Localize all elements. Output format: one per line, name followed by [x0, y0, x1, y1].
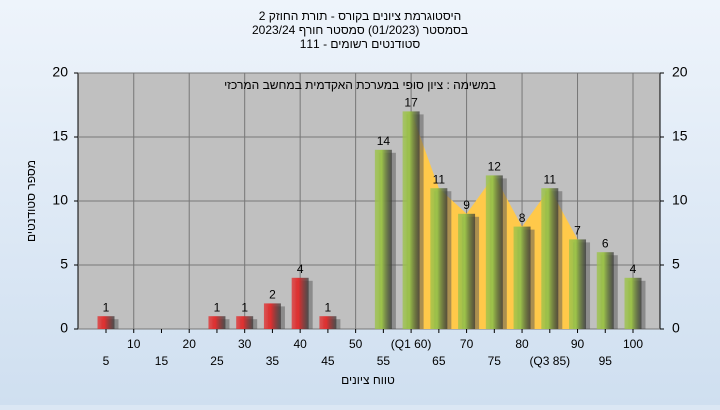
value-label: 1: [325, 300, 332, 314]
bar: [402, 111, 420, 330]
bar: [569, 239, 587, 329]
x-tick-label: 95: [599, 354, 613, 368]
value-label: 12: [488, 160, 502, 174]
x-tick-label: 40: [293, 337, 307, 351]
y-tick-label: 15: [52, 128, 68, 144]
value-label: 1: [214, 300, 221, 314]
value-label: 14: [377, 134, 391, 148]
x-tick-label: 30: [238, 337, 252, 351]
chart-title: סטודנטים רשומים - 111: [300, 37, 421, 51]
bar: [236, 316, 254, 329]
x-tick-label: 15: [155, 354, 169, 368]
value-label: 17: [404, 96, 418, 110]
x-tick-label: 80: [515, 337, 529, 351]
bar: [208, 316, 226, 329]
y2-tick-label: 0: [672, 320, 680, 336]
value-label: 11: [433, 172, 446, 186]
x-tick-label: 45: [321, 354, 335, 368]
chart-subtitle: במשימה : ציון סופי במערכת האקדמית במחשב …: [224, 78, 496, 92]
y-tick-label: 5: [60, 256, 68, 272]
value-label: 4: [630, 262, 637, 276]
bar: [374, 149, 392, 329]
y-axis-label: מספר סטודנטים: [24, 160, 38, 242]
x-tick-label: 20: [183, 337, 197, 351]
chart-title: בסמסטר (01/2023) סמסטר חורף 2023/24: [252, 23, 468, 37]
x-tick-label: (Q1 60): [391, 337, 432, 351]
bar: [485, 175, 503, 329]
x-tick-label: 25: [210, 354, 224, 368]
bar: [624, 277, 642, 329]
x-tick-label: 65: [432, 354, 446, 368]
x-tick-label: 35: [266, 354, 280, 368]
x-tick-label: 70: [460, 337, 474, 351]
y-tick-label: 20: [52, 64, 68, 80]
value-label: 11: [544, 172, 557, 186]
value-label: 6: [602, 236, 609, 250]
x-tick-label: 90: [571, 337, 585, 351]
x-tick-label: 75: [488, 354, 502, 368]
bar: [291, 277, 309, 329]
value-label: 1: [241, 300, 248, 314]
y2-tick-label: 5: [672, 256, 680, 272]
y-tick-label: 10: [52, 192, 68, 208]
x-tick-label: 55: [377, 354, 391, 368]
bar: [263, 303, 281, 329]
bar: [319, 316, 337, 329]
value-label: 7: [574, 224, 581, 238]
value-label: 2: [269, 288, 276, 302]
y2-tick-label: 10: [672, 192, 688, 208]
bar: [596, 252, 614, 329]
bar: [430, 188, 448, 329]
y2-tick-label: 20: [672, 64, 688, 80]
y-tick-label: 0: [60, 320, 68, 336]
value-label: 4: [297, 262, 304, 276]
x-tick-label: 100: [623, 337, 643, 351]
x-tick-label: 50: [349, 337, 363, 351]
value-label: 9: [463, 198, 470, 212]
bar: [513, 226, 531, 329]
x-tick-label: 10: [127, 337, 141, 351]
chart-title: היסטוגרמת ציונים בקורס - תורת החוזק 2: [259, 9, 462, 23]
value-label: 8: [519, 211, 526, 225]
y2-tick-label: 15: [672, 128, 688, 144]
value-label: 1: [103, 300, 110, 314]
bar: [541, 188, 559, 329]
bar: [458, 213, 476, 329]
x-axis-label: טווח ציונים: [341, 373, 395, 387]
bar: [97, 316, 115, 329]
x-tick-label: (Q3 85): [529, 354, 570, 368]
x-tick-label: 5: [103, 354, 110, 368]
